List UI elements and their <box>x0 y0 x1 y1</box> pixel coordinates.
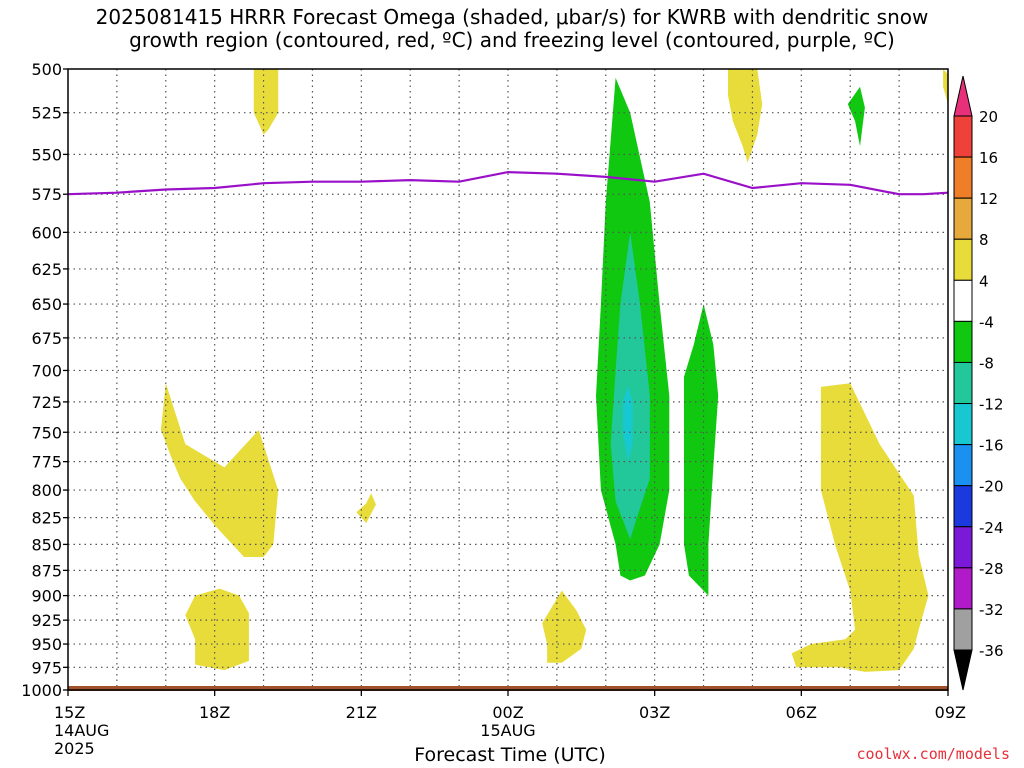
colorbar-label-6: -8 <box>979 354 994 372</box>
omega-region-6 <box>943 69 948 105</box>
colorbar-label-10: -24 <box>979 519 1004 537</box>
omega-region-10 <box>847 86 865 147</box>
colorbar-bin-5 <box>953 279 973 322</box>
y-tick-label-500: 500 <box>31 60 62 79</box>
y-tick-label-725: 725 <box>31 393 62 412</box>
x-tick-label-06Z: 06Z <box>786 703 817 722</box>
colorbar-label-4: 4 <box>979 272 989 290</box>
x-tick-sublabel-15AUG: 15AUG <box>480 721 535 740</box>
chart-title: 2025081415 HRRR Forecast Omega (shaded, … <box>0 6 1024 52</box>
omega-region-12 <box>622 385 633 462</box>
colorbar-bin-14 <box>953 649 973 691</box>
colorbar-bin-11 <box>953 526 973 569</box>
ground-surface <box>68 686 948 691</box>
omega-region-2 <box>356 493 376 524</box>
y-tick-label-750: 750 <box>31 423 62 442</box>
x-tick-label-00Z: 00Z <box>492 703 523 722</box>
y-tick-label-1000: 1000 <box>21 681 62 700</box>
colorbar-bin-12 <box>953 567 973 610</box>
colorbar-label-5: -4 <box>979 313 994 331</box>
x-tick-label-15Z: 15Z <box>54 703 85 722</box>
y-tick-label-975: 975 <box>31 658 62 677</box>
omega-region-1 <box>160 383 279 557</box>
omega-region-4 <box>542 590 587 663</box>
x-tick-label-03Z: 03Z <box>639 703 670 722</box>
y-axis-ticks: 500 525 550 575 600 625 650 675 700 725 750 775 800 8… <box>21 60 68 700</box>
freezing-level-line <box>67 170 949 196</box>
chart-title-line2: growth region (contoured, red, ºC) and f… <box>129 28 895 52</box>
colorbar: 20 16 12 8 4 -4 -8 -12 -16 -20 -24 -28 -32 -36 <box>953 75 1004 691</box>
colorbar-bin-4 <box>953 238 973 281</box>
colorbar-bin-0 <box>953 75 973 117</box>
omega-region-0 <box>253 69 279 135</box>
colorbar-label-9: -20 <box>979 478 1004 496</box>
y-tick-label-675: 675 <box>31 329 62 348</box>
omega-region-11 <box>610 232 650 540</box>
grid-lines <box>68 69 948 690</box>
colorbar-label-1: 16 <box>979 149 998 167</box>
colorbar-label-11: -28 <box>979 560 1004 578</box>
y-tick-label-550: 550 <box>31 145 62 164</box>
colorbar-bin-7 <box>953 361 973 405</box>
omega-shading <box>160 69 948 672</box>
y-tick-label-800: 800 <box>31 481 62 500</box>
colorbar-bin-6 <box>953 320 973 363</box>
x-tick-sublabel-14AUG: 14AUG <box>54 721 109 740</box>
colorbar-label-12: -32 <box>979 601 1004 619</box>
y-tick-label-775: 775 <box>31 453 62 472</box>
y-tick-label-900: 900 <box>31 587 62 606</box>
colorbar-bin-10 <box>953 485 973 528</box>
colorbar-bin-1 <box>953 115 973 158</box>
x-tick-label-18Z: 18Z <box>199 703 230 722</box>
omega-region-7 <box>791 383 929 672</box>
colorbar-label-7: -12 <box>979 396 1004 414</box>
colorbar-bin-3 <box>953 197 973 240</box>
colorbar-bin-2 <box>953 156 973 199</box>
colorbar-label-3: 8 <box>979 231 989 249</box>
colorbar-bin-13 <box>953 608 973 651</box>
y-tick-label-650: 650 <box>31 295 62 314</box>
omega-region-5 <box>728 69 763 163</box>
x-axis-label: Forecast Time (UTC) <box>414 744 606 766</box>
omega-region-3 <box>185 588 249 671</box>
omega-region-9 <box>684 304 719 596</box>
y-tick-label-625: 625 <box>31 260 62 279</box>
credit-text[interactable]: coolwx.com/models <box>856 745 1010 763</box>
x-tick-label-21Z: 21Z <box>346 703 377 722</box>
y-tick-label-850: 850 <box>31 535 62 554</box>
colorbar-label-0: 20 <box>979 108 998 126</box>
y-tick-label-600: 600 <box>31 223 62 242</box>
x-tick-sublabel-2025: 2025 <box>54 739 95 758</box>
colorbar-bin-9 <box>953 444 973 487</box>
y-tick-label-950: 950 <box>31 635 62 654</box>
series-lines <box>67 170 949 196</box>
y-tick-label-700: 700 <box>31 361 62 380</box>
y-tick-label-825: 825 <box>31 509 62 528</box>
colorbar-label-2: 12 <box>979 190 998 208</box>
y-tick-label-925: 925 <box>31 611 62 630</box>
ground-strip <box>68 686 948 691</box>
colorbar-label-13: -36 <box>979 642 1004 660</box>
y-tick-label-875: 875 <box>31 561 62 580</box>
colorbar-bin-8 <box>953 403 973 446</box>
x-tick-label-09Z: 09Z <box>935 703 966 722</box>
y-tick-label-525: 525 <box>31 104 62 123</box>
colorbar-label-8: -16 <box>979 437 1004 455</box>
chart-title-line1: 2025081415 HRRR Forecast Omega (shaded, … <box>95 5 929 29</box>
y-tick-label-575: 575 <box>31 185 62 204</box>
